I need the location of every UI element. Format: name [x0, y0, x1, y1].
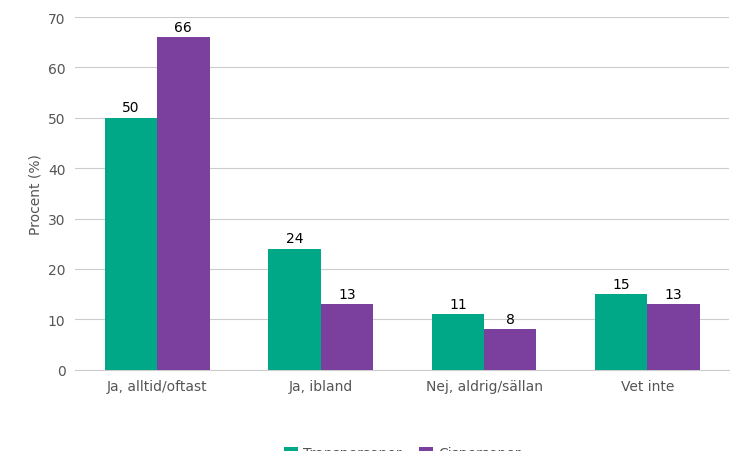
Text: 24: 24: [286, 232, 303, 246]
Bar: [157, 38, 210, 370]
Bar: [320, 304, 373, 370]
Bar: [432, 314, 484, 370]
Text: 8: 8: [506, 312, 514, 326]
Legend: Transpersoner, Cispersoner: Transpersoner, Cispersoner: [278, 440, 526, 451]
Bar: [595, 295, 647, 370]
Text: 13: 13: [665, 287, 682, 301]
Bar: [105, 119, 157, 370]
Text: 11: 11: [449, 297, 467, 311]
Bar: [268, 249, 320, 370]
Text: 13: 13: [338, 287, 356, 301]
Text: 66: 66: [174, 21, 193, 35]
Y-axis label: Procent (%): Procent (%): [29, 154, 42, 234]
Text: 50: 50: [123, 101, 140, 115]
Bar: [647, 304, 699, 370]
Bar: [484, 330, 536, 370]
Text: 15: 15: [612, 277, 630, 291]
